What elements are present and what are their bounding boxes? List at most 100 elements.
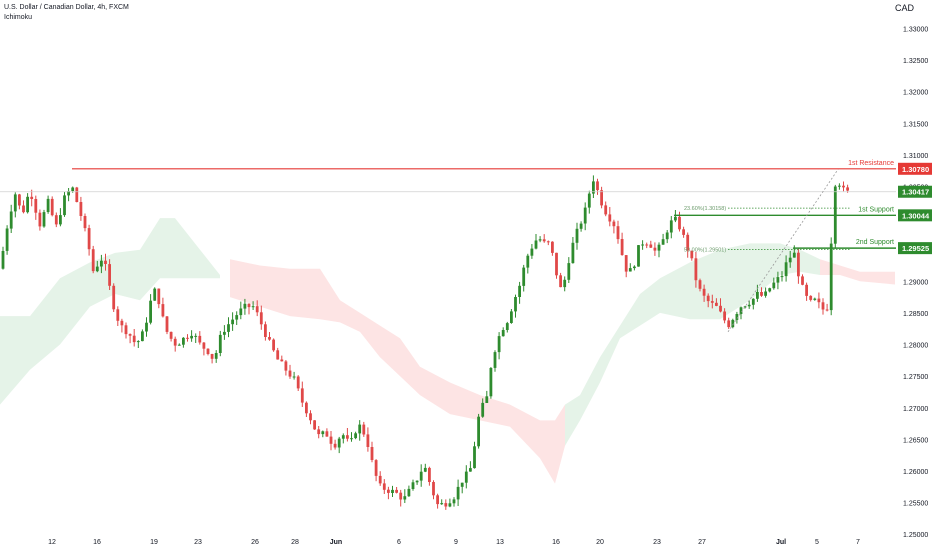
candle-bullish	[231, 319, 234, 325]
candle-bearish	[206, 348, 210, 354]
time-tick-label: 27	[698, 539, 706, 546]
candle-bullish	[419, 471, 423, 481]
ichimoku-cloud	[0, 218, 895, 484]
candle-bearish	[706, 295, 710, 302]
candle-bearish	[817, 298, 821, 303]
resistance-price-tag-bg	[898, 162, 932, 175]
candle-bullish	[456, 486, 460, 500]
cloud-bearish-segment	[230, 259, 565, 484]
candle-bullish	[477, 416, 480, 447]
candle-bearish	[596, 181, 599, 191]
candle-bullish	[358, 424, 362, 434]
candle-bearish	[444, 503, 448, 507]
support-1-price-tag: 1.30044	[902, 211, 930, 220]
time-tick-label: 16	[552, 539, 560, 546]
candle-bullish	[136, 341, 140, 343]
candle-bullish	[756, 292, 759, 299]
candle-bullish	[661, 239, 665, 245]
candle-bearish	[825, 309, 829, 311]
price-tick-label: 1.32000	[903, 90, 928, 97]
candle-bearish	[255, 306, 259, 313]
time-tick-label: 12	[48, 539, 56, 546]
candle-bearish	[54, 215, 58, 225]
price-tick-label: 1.28000	[903, 343, 928, 350]
candle-bearish	[309, 413, 312, 421]
candle-bearish	[333, 443, 337, 448]
candle-bullish	[292, 376, 296, 378]
candle-bearish	[79, 202, 83, 216]
price-axis-background	[896, 0, 932, 550]
candle-bearish	[165, 316, 169, 332]
candle-bearish	[276, 350, 280, 360]
candle-bearish	[22, 205, 25, 213]
candle-bearish	[366, 434, 370, 447]
candle-bullish	[149, 300, 152, 323]
candle-bullish	[407, 488, 411, 497]
candle-bearish	[329, 436, 333, 444]
candle-bullish	[214, 353, 218, 359]
candle-bullish	[141, 331, 144, 342]
candle-bullish	[674, 216, 677, 221]
candle-bearish	[108, 264, 111, 286]
candle-bearish	[50, 198, 54, 216]
candle-bullish	[95, 266, 99, 272]
candle-bearish	[686, 234, 690, 251]
candle-bearish	[313, 420, 316, 430]
candle-bearish	[653, 247, 657, 251]
indicator-label[interactable]: Ichimoku	[4, 14, 33, 21]
candle-bullish	[534, 240, 538, 249]
candle-bullish	[9, 211, 13, 229]
candle-bearish	[112, 285, 116, 310]
candle-bearish	[805, 284, 808, 296]
candle-bearish	[432, 482, 435, 496]
candle-bearish	[649, 244, 653, 248]
candle-bearish	[719, 305, 722, 312]
candle-bullish	[239, 308, 243, 316]
candle-bullish	[469, 468, 472, 472]
candle-bullish	[403, 496, 407, 500]
candle-bearish	[809, 295, 813, 300]
candle-bearish	[202, 342, 206, 349]
candle-bullish	[587, 193, 591, 208]
candle-bearish	[38, 212, 42, 227]
candle-bullish	[26, 196, 29, 213]
candle-bullish	[637, 245, 640, 267]
resistance-label: 1st Resistance	[848, 160, 894, 167]
chart-symbol-title: U.S. Dollar / Canadian Dollar, 4h, FXCM	[4, 4, 129, 11]
candle-bearish	[264, 324, 267, 337]
candle-bullish	[460, 482, 464, 487]
time-axis[interactable]: 12 16 19 23 26 28 Jun 6 9 13 16 20 23 27 Jul 5 7	[48, 539, 860, 546]
candle-bearish	[161, 304, 165, 317]
candle-bearish	[399, 492, 403, 500]
candle-bullish	[518, 285, 521, 297]
candle-bearish	[604, 205, 608, 215]
candle-bullish	[243, 303, 247, 309]
price-tick-label: 1.28500	[903, 311, 928, 318]
support-2-price-tag: 1.29525	[902, 244, 929, 253]
candle-bearish	[559, 275, 562, 288]
candle-bearish	[132, 335, 136, 343]
candle-bullish	[341, 435, 345, 439]
support-1-label: 1st Support	[858, 206, 894, 213]
candle-bearish	[305, 402, 308, 414]
time-tick-label: 5	[815, 539, 819, 546]
candle-bullish	[177, 344, 181, 346]
candle-bullish	[735, 314, 739, 320]
candle-bullish	[5, 228, 9, 251]
support-2-price-tag-bg	[898, 242, 932, 255]
candle-bearish	[428, 467, 431, 482]
price-axis[interactable]: 1.25000 1.25500 1.26000 1.26500 1.27000 1.275…	[896, 0, 932, 550]
candle-bullish	[764, 291, 767, 296]
candle-bearish	[169, 331, 173, 339]
candle-bearish	[551, 241, 554, 253]
time-tick-label: 28	[291, 539, 299, 546]
price-tick-label: 1.27000	[903, 406, 928, 413]
candle-bullish	[223, 331, 226, 335]
candle-bullish	[530, 248, 534, 256]
candle-bullish	[628, 268, 632, 272]
candle-bullish	[337, 438, 341, 448]
candle-bullish	[235, 315, 239, 320]
candle-bullish	[579, 223, 583, 229]
candle-bearish	[395, 489, 398, 493]
